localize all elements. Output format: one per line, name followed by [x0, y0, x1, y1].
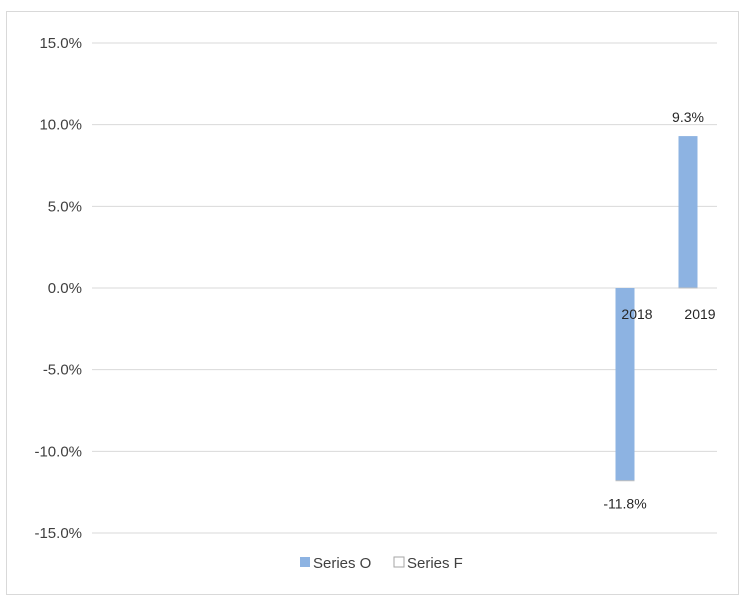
category-label: 2019	[684, 306, 715, 322]
y-tick-label: 15.0%	[39, 35, 82, 52]
y-tick-label: -15.0%	[34, 525, 82, 542]
bar-2018	[615, 288, 635, 481]
category-label: 2018	[621, 306, 652, 322]
legend: Series O Series F	[300, 555, 463, 572]
data-label: 9.3%	[672, 109, 704, 125]
gridlines	[92, 42, 717, 534]
bar-2019	[678, 136, 698, 288]
data-label: -11.8%	[603, 496, 646, 512]
legend-label: Series O	[313, 555, 371, 572]
legend-label: Series F	[407, 555, 463, 572]
y-tick-label: -5.0%	[43, 362, 82, 379]
bars	[615, 136, 698, 482]
y-tick-label: 0.0%	[48, 280, 82, 297]
data-labels: -11.8% 9.3%	[603, 109, 704, 512]
y-tick-label: 10.0%	[39, 117, 82, 134]
y-tick-label: 5.0%	[48, 198, 82, 215]
legend-swatch-series-o	[300, 557, 310, 567]
y-tick-label: -10.0%	[34, 443, 82, 460]
legend-swatch-series-f	[393, 556, 405, 568]
category-labels: 2018 2019	[621, 306, 715, 322]
y-axis-ticks: 15.0% 10.0% 5.0% 0.0% -5.0% -10.0% -15.0%	[34, 35, 82, 542]
